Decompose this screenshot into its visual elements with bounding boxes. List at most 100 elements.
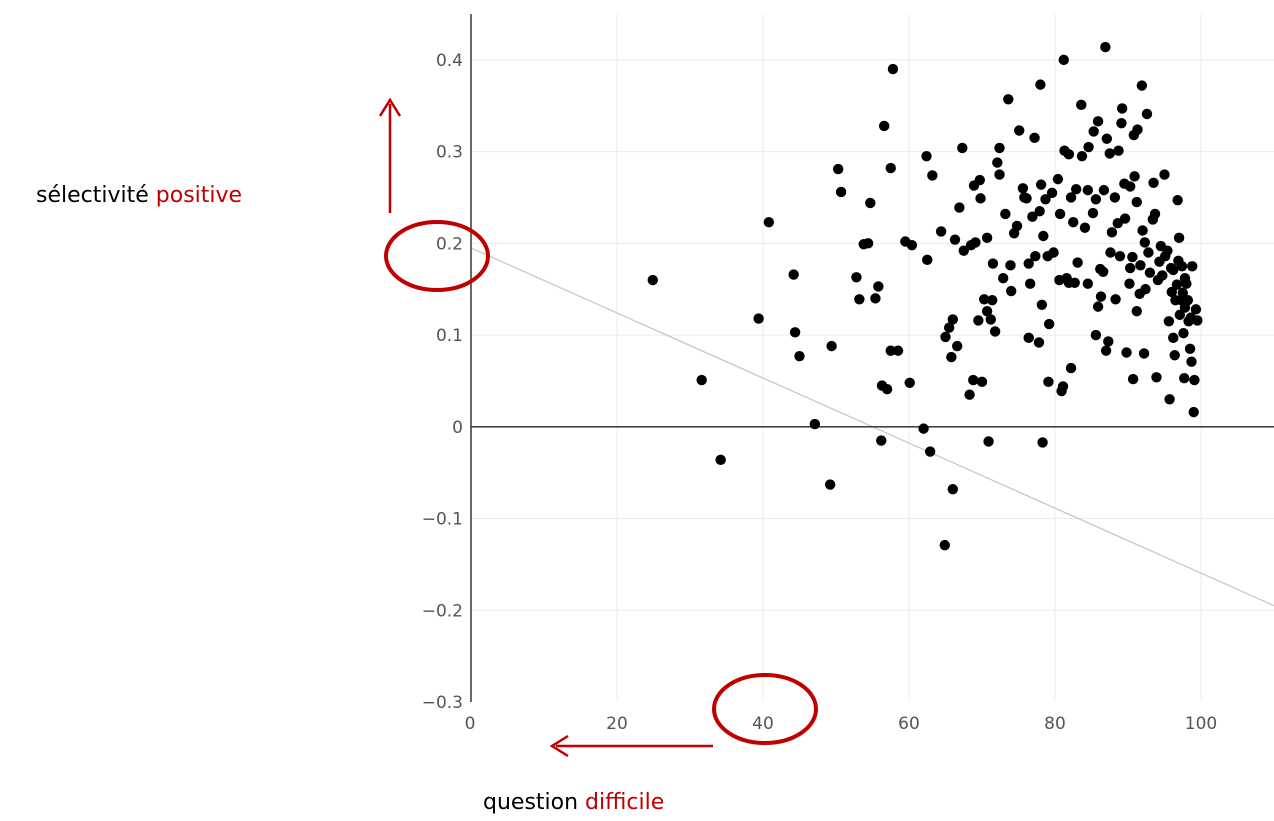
data-point-11 [832, 163, 844, 175]
data-point-115 [1076, 150, 1088, 162]
data-point-23 [881, 383, 893, 395]
data-point-36 [935, 226, 947, 237]
data-point-76 [1017, 183, 1029, 194]
data-point-124 [1092, 116, 1104, 127]
data-point-27 [892, 345, 904, 356]
y-tick-labels: 0.4 0.3 0.2 0.1 0 −0.1 −0.2 −0.3 [422, 51, 463, 713]
data-point-52 [970, 237, 981, 248]
data-point-53 [973, 315, 984, 326]
data-point-111 [1069, 277, 1080, 288]
data-point-35 [927, 170, 938, 181]
data-point-153 [1129, 171, 1140, 182]
data-point-203 [1186, 356, 1197, 367]
data-point-89 [1036, 299, 1048, 310]
data-point-177 [1162, 245, 1173, 256]
data-point-186 [1171, 279, 1183, 290]
data-point-131 [1100, 345, 1112, 356]
data-point-161 [1138, 348, 1150, 359]
x-annotation: question difficile [483, 673, 818, 815]
data-point-165 [1143, 247, 1154, 258]
data-point-130 [1100, 41, 1111, 53]
data-point-117 [1082, 278, 1094, 289]
data-point-164 [1141, 108, 1153, 120]
data-point-92 [1040, 194, 1051, 205]
data-point-91 [1038, 230, 1049, 242]
data-point-32 [921, 150, 932, 162]
data-point-38 [940, 331, 951, 343]
data-point-78 [1021, 193, 1032, 204]
data-point-25 [885, 162, 896, 174]
y-annotation-label: sélectivité [36, 183, 156, 208]
x-tick-label: 60 [898, 714, 920, 734]
data-point-123 [1090, 329, 1102, 341]
data-point-64 [989, 326, 1001, 337]
data-point-62 [987, 295, 998, 306]
data-point-43 [949, 234, 961, 245]
data-point-1 [696, 374, 707, 386]
data-point-68 [997, 272, 1009, 284]
data-point-26 [887, 63, 899, 75]
data-point-136 [1106, 227, 1118, 238]
data-point-14 [854, 294, 865, 305]
data-point-63 [987, 258, 999, 269]
data-point-33 [922, 254, 933, 266]
data-point-80 [1023, 332, 1034, 344]
data-point-31 [918, 423, 929, 434]
data-point-72 [1006, 285, 1017, 297]
data-point-5 [788, 269, 799, 280]
up-arrowhead-icon [378, 97, 402, 117]
data-point-133 [1103, 336, 1114, 347]
data-point-120 [1087, 207, 1099, 219]
data-point-201 [1184, 343, 1196, 355]
data-point-121 [1088, 126, 1099, 137]
data-point-87 [1035, 79, 1046, 90]
data-point-83 [1029, 132, 1040, 144]
x-tick-label: 40 [752, 714, 774, 734]
data-point-85 [1033, 337, 1045, 348]
data-point-137 [1109, 192, 1121, 203]
data-point-41 [947, 314, 958, 325]
data-point-195 [1179, 372, 1190, 384]
data-point-189 [1173, 232, 1185, 244]
data-point-116 [1079, 222, 1091, 233]
data-point-112 [1070, 184, 1082, 195]
data-point-47 [958, 245, 969, 256]
data-point-19 [873, 281, 884, 292]
data-point-109 [1065, 362, 1077, 374]
y-annotation: sélectivité positive [36, 97, 490, 292]
data-point-128 [1097, 266, 1109, 277]
data-point-184 [1169, 350, 1180, 361]
y-tick-label: −0.1 [422, 510, 463, 530]
data-point-4 [763, 217, 775, 228]
data-point-155 [1131, 306, 1142, 317]
data-point-6 [789, 327, 801, 338]
highlight-circle-x [712, 673, 818, 745]
data-point-141 [1114, 250, 1126, 262]
data-point-24 [885, 345, 896, 356]
data-point-58 [981, 306, 993, 317]
data-point-75 [1014, 125, 1025, 136]
data-point-21 [876, 435, 887, 446]
data-point-132 [1101, 133, 1113, 144]
data-point-10 [826, 340, 837, 352]
data-point-208 [1192, 315, 1203, 326]
data-point-125 [1092, 301, 1104, 312]
data-point-16 [862, 238, 874, 249]
data-point-119 [1083, 141, 1094, 153]
scatter-points [647, 41, 1203, 551]
data-point-65 [992, 157, 1003, 168]
data-point-56 [976, 376, 988, 388]
x-annotation-label: question [483, 790, 585, 815]
data-point-146 [1121, 347, 1132, 358]
y-tick-label: −0.2 [422, 601, 463, 621]
x-annotation-highlight: difficile [585, 790, 664, 815]
data-point-156 [1132, 124, 1143, 135]
data-point-151 [1127, 373, 1139, 385]
data-point-114 [1076, 99, 1087, 111]
data-point-147 [1124, 278, 1135, 289]
data-point-2 [715, 454, 726, 466]
data-point-40 [946, 351, 957, 363]
data-point-39 [943, 322, 955, 333]
data-point-44 [951, 340, 963, 352]
